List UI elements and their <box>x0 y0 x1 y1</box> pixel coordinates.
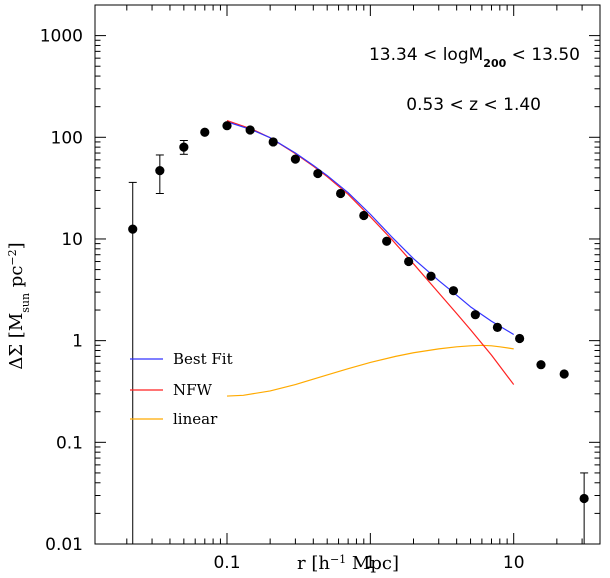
curves-layer <box>226 120 515 397</box>
data-point <box>426 271 436 281</box>
legend-label-linear: linear <box>173 410 218 428</box>
data-point <box>515 333 525 344</box>
redshift-range-annotation: 0.53 < z < 1.40 <box>406 95 541 115</box>
y-axis-label-open: [M <box>6 313 27 344</box>
data-point <box>155 166 165 176</box>
mass-range-pre: 13.34 < logM <box>369 45 483 65</box>
x-tick-label: 10 <box>503 553 525 573</box>
data-point <box>404 256 414 267</box>
legend-label-best-fit: Best Fit <box>173 350 233 368</box>
data-point <box>222 121 232 131</box>
tick-labels: 0.1 1 10 0.01 0.1 1 10 100 1000 <box>40 27 525 573</box>
data-point <box>579 493 589 504</box>
data-point <box>128 224 138 234</box>
x-axis-label-tail: Mpc] <box>346 553 399 574</box>
x-axis-label: r [h−1 Mpc] <box>297 553 399 575</box>
y-axis-label: ΔΣ [Msun pc−2] <box>6 242 32 369</box>
y-tick-label: 0.01 <box>45 535 83 555</box>
series-best-fit-line <box>226 121 515 335</box>
y-axis-label-mid: pc <box>6 266 27 293</box>
x-axis-label-sup: −1 <box>330 553 346 566</box>
legend: Best Fit NFW linear <box>130 350 233 428</box>
axes-layer <box>94 4 601 545</box>
data-point <box>536 360 546 370</box>
data-point <box>313 168 323 179</box>
data-point <box>335 188 346 199</box>
y-axis-label-sub: sun <box>19 293 32 313</box>
y-axis-label-delta: ΔΣ <box>6 344 27 370</box>
x-tick-label: 1 <box>365 553 376 573</box>
data-point <box>559 369 569 379</box>
y-tick-label: 1 <box>72 332 83 352</box>
x-axis-label-main: r [h <box>297 553 330 574</box>
y-tick-label: 100 <box>51 128 83 148</box>
data-point <box>268 137 278 147</box>
data-point <box>382 236 392 246</box>
data-point <box>179 142 189 152</box>
data-point <box>245 125 255 135</box>
mass-range-annotation: 13.34 < logM200 < 13.50 <box>369 45 580 70</box>
legend-label-nfw: NFW <box>173 381 213 399</box>
plot-frame <box>94 4 601 545</box>
y-tick-label: 10 <box>61 230 83 250</box>
data-point <box>492 322 503 332</box>
series-linear-line <box>226 344 514 397</box>
points-layer <box>128 121 589 544</box>
data-point <box>200 127 210 137</box>
data-point <box>359 210 369 221</box>
y-axis-label-close: ] <box>6 242 27 249</box>
x-tick-label: 0.1 <box>213 553 240 573</box>
series-nfw-line <box>226 120 515 385</box>
y-tick-label: 0.1 <box>56 433 83 453</box>
mass-range-sub: 200 <box>483 57 506 70</box>
y-tick-label: 1000 <box>40 27 83 47</box>
y-axis-label-sup: −2 <box>6 249 19 265</box>
data-point <box>290 154 300 164</box>
data-point <box>470 310 480 320</box>
mass-range-post: < 13.50 <box>506 45 580 65</box>
data-point <box>448 286 459 296</box>
